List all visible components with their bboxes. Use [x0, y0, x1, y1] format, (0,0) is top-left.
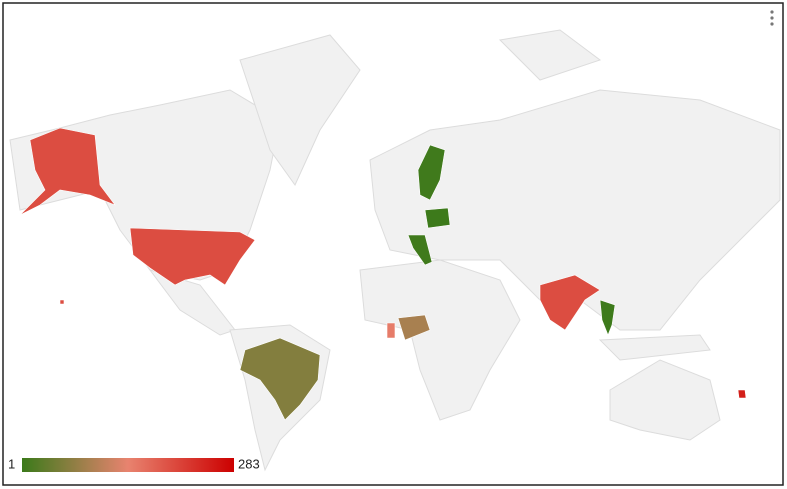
region[interactable] [599, 299, 616, 336]
region[interactable] [424, 207, 451, 229]
region[interactable] [539, 274, 601, 331]
region[interactable] [397, 314, 431, 341]
legend-max: 283 [238, 456, 260, 471]
legend-min: 1 [8, 456, 15, 471]
region[interactable] [59, 299, 65, 305]
region[interactable] [417, 144, 446, 201]
regions [19, 127, 747, 421]
region[interactable] [407, 234, 433, 266]
menu-icon[interactable] [770, 10, 774, 26]
region[interactable] [19, 127, 116, 216]
region[interactable] [239, 337, 321, 421]
region[interactable] [129, 227, 256, 286]
region[interactable] [737, 389, 747, 399]
region[interactable] [386, 322, 396, 339]
legend-bar [22, 458, 234, 472]
